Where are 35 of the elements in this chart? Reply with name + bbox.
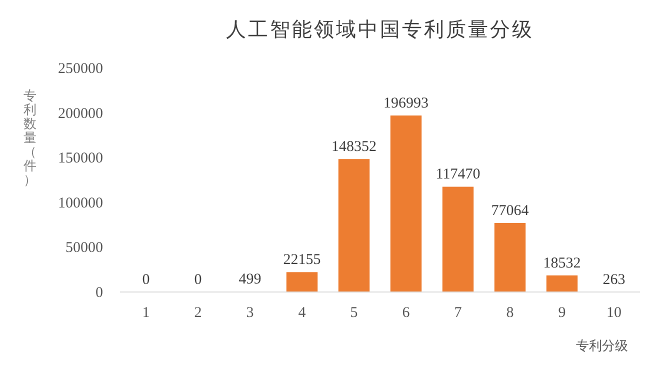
data-label: 18532 <box>543 255 581 272</box>
x-axis-title: 专利分级 <box>576 338 628 353</box>
x-tick-label: 1 <box>142 305 150 321</box>
data-label: 77064 <box>491 202 530 219</box>
data-label: 22155 <box>283 252 321 268</box>
y-tick-label: 50000 <box>66 240 103 256</box>
x-tick-label: 5 <box>350 305 358 321</box>
bar <box>442 186 474 292</box>
y-tick-label: 250000 <box>58 61 103 77</box>
data-label: 196993 <box>384 95 428 112</box>
data-label: 148352 <box>332 139 376 156</box>
x-tick-label: 7 <box>454 305 462 321</box>
y-tick-label: 200000 <box>58 106 103 122</box>
data-label: 263 <box>602 272 626 288</box>
x-tick-label: 9 <box>558 305 566 321</box>
data-label: 0 <box>142 272 150 288</box>
y-tick-label: 0 <box>96 285 103 301</box>
y-axis-title: 专利数量（件） <box>24 88 36 187</box>
data-label: 499 <box>238 272 262 288</box>
y-tick-label: 100000 <box>58 195 103 212</box>
x-tick-label: 10 <box>606 305 622 321</box>
bar <box>338 159 370 292</box>
x-tick-label: 8 <box>506 305 514 321</box>
chart-title: 人工智能领域中国专利质量分级 <box>226 19 534 41</box>
bar <box>546 275 578 292</box>
bar <box>390 115 422 292</box>
data-label: 117470 <box>436 166 480 183</box>
data-label: 0 <box>194 272 202 288</box>
bar <box>286 272 318 292</box>
y-tick-label: 150000 <box>58 150 103 167</box>
bar <box>494 222 526 292</box>
x-tick-label: 4 <box>298 305 306 321</box>
x-tick-label: 2 <box>194 305 202 321</box>
x-tick-label: 3 <box>246 305 254 321</box>
x-tick-label: 6 <box>402 305 410 321</box>
